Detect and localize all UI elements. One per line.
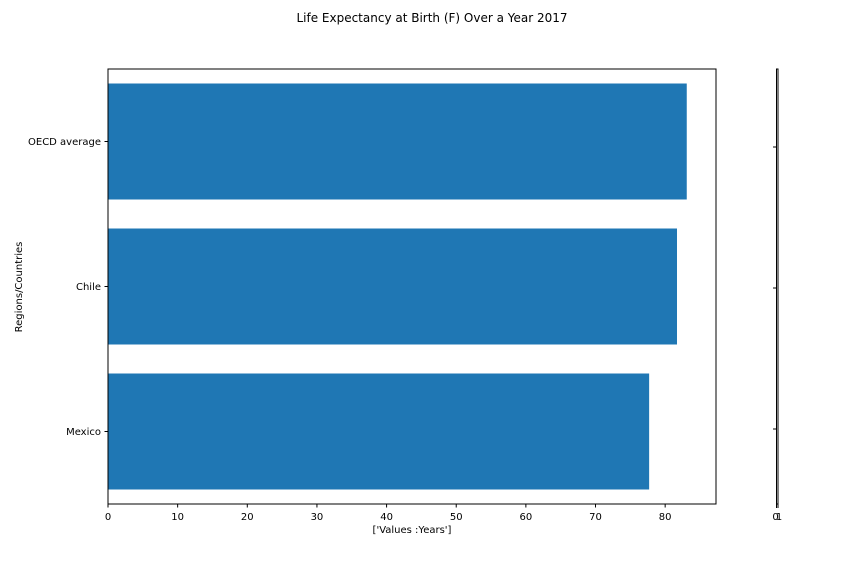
- x-tick-label: 80: [659, 512, 672, 523]
- x-axis-ticks: 0 10 20 30 40 50 60 70 80: [105, 504, 672, 523]
- side-axis-tick-label: 1: [776, 512, 782, 523]
- bar-oecd-average: [108, 83, 687, 200]
- y-axis-label: Regions/Countries: [14, 242, 25, 333]
- side-axis: 0 1: [772, 68, 782, 523]
- x-tick-label: 70: [589, 512, 602, 523]
- bar-chile: [108, 228, 677, 345]
- y-axis-ticks: OECD average Chile Mexico: [28, 137, 108, 438]
- y-tick-label: Mexico: [66, 427, 101, 438]
- x-tick-label: 0: [105, 512, 111, 523]
- x-tick-label: 60: [520, 512, 533, 523]
- y-tick-label: Chile: [76, 282, 101, 293]
- x-axis-label: ['Values :Years']: [373, 525, 452, 536]
- chart-title: Life Expectancy at Birth (F) Over a Year…: [296, 11, 567, 25]
- side-axis-tick-label: 0: [772, 512, 778, 523]
- x-tick-label: 40: [380, 512, 393, 523]
- y-tick-label: OECD average: [28, 137, 101, 148]
- x-tick-label: 10: [171, 512, 184, 523]
- x-tick-label: 50: [450, 512, 463, 523]
- side-axis-frame: [776, 68, 779, 505]
- x-tick-label: 30: [311, 512, 324, 523]
- x-tick-label: 20: [241, 512, 254, 523]
- bar-mexico: [108, 373, 650, 490]
- plot-area: [108, 83, 687, 490]
